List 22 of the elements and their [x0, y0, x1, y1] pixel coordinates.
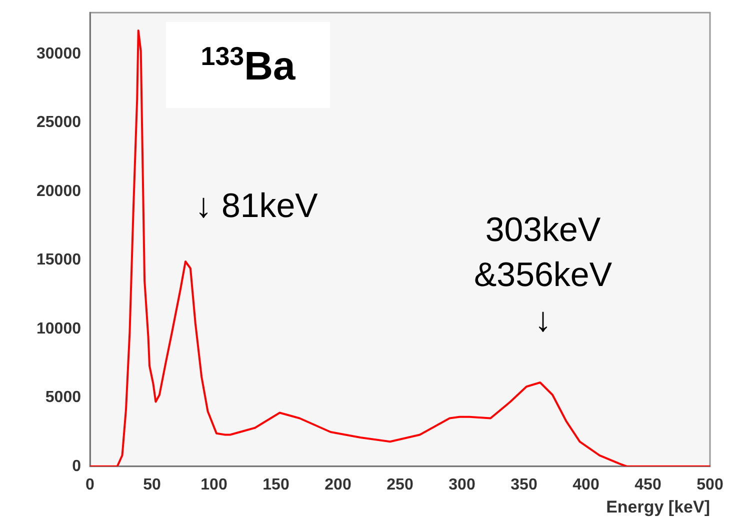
x-tick-label: 300	[448, 476, 476, 494]
y-tick-label: 10000	[36, 320, 82, 338]
x-axis-title: Energy [keV]	[606, 497, 710, 516]
x-tick-label: 150	[262, 476, 290, 494]
y-tick-label: 20000	[36, 182, 82, 200]
y-tick-label: 25000	[36, 114, 82, 132]
x-tick-label: 250	[386, 476, 414, 494]
x-tick-label: 50	[143, 476, 161, 494]
x-tick-label: 0	[86, 476, 95, 494]
annotation: 303keV &356keV ↓	[473, 210, 613, 341]
annotation: $^{133}$Ba	[200, 40, 296, 90]
annotation: ↓ 81keV	[195, 186, 318, 226]
y-tick-label: 15000	[36, 252, 82, 269]
x-tick-label: 400	[572, 476, 600, 494]
x-tick-label: 100	[200, 476, 228, 494]
x-tick-label: 500	[696, 476, 724, 494]
y-tick-label: 5000	[45, 389, 82, 406]
y-tick-label: 30000	[36, 45, 82, 62]
y-tick-label: 0	[72, 458, 82, 475]
x-tick-label: 200	[324, 476, 352, 494]
x-tick-label: 450	[634, 476, 662, 494]
x-tick-label: 350	[510, 476, 538, 494]
